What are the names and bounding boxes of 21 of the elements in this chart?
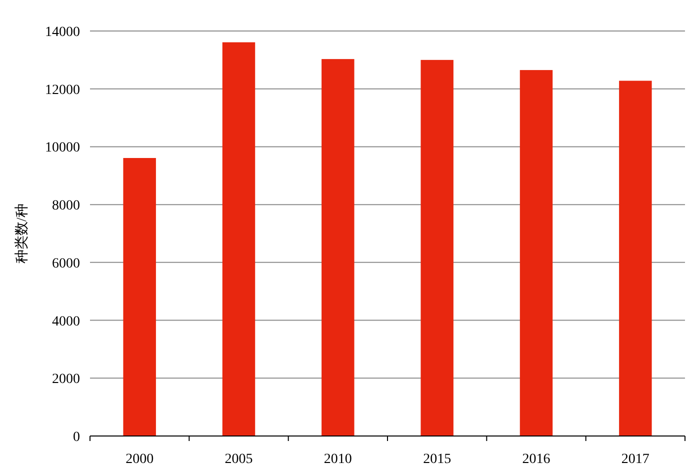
y-tick-label: 12000 <box>45 82 80 98</box>
x-tick-label: 2010 <box>324 452 352 467</box>
bar <box>619 80 652 436</box>
bar <box>322 59 354 436</box>
x-tick-label: 2005 <box>224 452 253 467</box>
x-tick-label: 2015 <box>423 452 452 467</box>
bar <box>222 42 256 436</box>
bar <box>520 70 553 436</box>
y-axis-title: 种类数/种 <box>14 204 30 264</box>
y-tick-label: 10000 <box>45 140 80 156</box>
x-tick-label: 2000 <box>126 452 154 467</box>
y-tick-label: 14000 <box>45 25 80 40</box>
y-tick-label: 4000 <box>52 314 80 330</box>
y-tick-label: 0 <box>73 430 80 445</box>
y-tick-label: 6000 <box>52 256 80 272</box>
bar <box>123 158 156 436</box>
y-tick-label: 8000 <box>52 198 80 214</box>
x-tick-label: 2017 <box>621 452 650 467</box>
bar <box>420 60 454 436</box>
y-tick-label: 2000 <box>52 372 80 388</box>
x-tick-label: 2016 <box>522 452 550 467</box>
